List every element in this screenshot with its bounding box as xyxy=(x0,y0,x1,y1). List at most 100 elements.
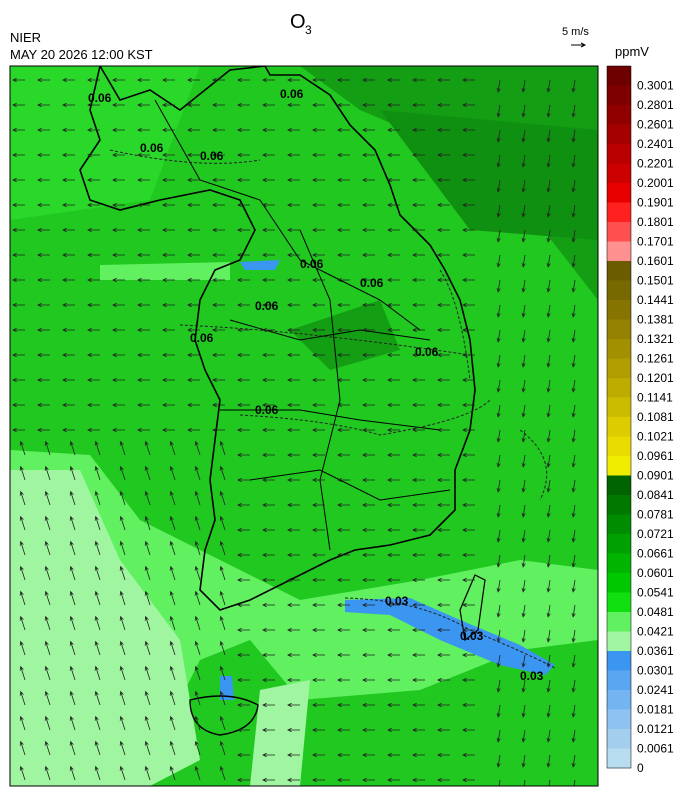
wind-arrow xyxy=(212,352,225,358)
wind-arrow xyxy=(162,177,175,183)
wind-arrow xyxy=(262,527,275,533)
colorbar-label: 0.1601 xyxy=(637,254,674,268)
wind-arrow xyxy=(462,652,475,658)
wind-arrow xyxy=(287,77,300,83)
colorbar-box xyxy=(607,124,631,145)
wind-arrow xyxy=(312,627,325,633)
wind-arrow xyxy=(112,302,125,308)
wind-arrow xyxy=(571,454,576,468)
wind-arrow xyxy=(69,515,76,531)
wind-arrow xyxy=(496,629,501,643)
wind-arrow xyxy=(387,527,400,533)
wind-arrow xyxy=(219,590,226,606)
wind-arrow xyxy=(521,254,526,268)
wind-arrow xyxy=(437,227,450,233)
wind-arrow xyxy=(412,702,425,708)
wind-arrow xyxy=(44,490,51,506)
colorbar-label: 0.0901 xyxy=(637,469,674,483)
wind-arrow xyxy=(571,654,576,668)
wind-arrow xyxy=(437,77,450,83)
wind-arrow xyxy=(94,540,101,556)
wind-arrow xyxy=(187,277,200,283)
wind-arrow xyxy=(112,377,125,383)
wind-arrow xyxy=(337,577,350,583)
wind-arrow xyxy=(387,627,400,633)
wind-arrow xyxy=(237,352,250,358)
wind-arrow xyxy=(462,302,475,308)
wind-arrow xyxy=(312,602,325,608)
wind-arrow xyxy=(362,177,375,183)
wind-arrow xyxy=(169,690,176,706)
wind-arrow xyxy=(144,615,151,631)
wind-arrow xyxy=(496,654,501,668)
wind-arrow xyxy=(237,277,250,283)
wind-arrow xyxy=(19,440,26,456)
wind-arrow xyxy=(546,79,551,93)
wind-arrow xyxy=(437,502,450,508)
colorbar-box xyxy=(607,222,631,242)
wind-arrow xyxy=(462,377,475,383)
colorbar-box xyxy=(607,397,631,418)
wind-arrow xyxy=(112,152,125,158)
wind-arrow xyxy=(462,552,475,558)
wind-arrow xyxy=(337,702,350,708)
wind-arrow xyxy=(237,577,250,583)
wind-arrow xyxy=(412,527,425,533)
wind-arrow xyxy=(362,327,375,333)
wind-arrow xyxy=(312,527,325,533)
wind-arrow xyxy=(262,352,275,358)
wind-arrow xyxy=(546,279,551,293)
wind-arrow xyxy=(287,152,300,158)
wind-arrow xyxy=(546,329,551,343)
wind-arrow xyxy=(462,627,475,633)
wind-arrow xyxy=(412,127,425,133)
colorbar-label: 0.0361 xyxy=(637,644,674,658)
wind-arrow xyxy=(496,379,501,393)
wind-arrow xyxy=(387,277,400,283)
wind-arrow xyxy=(571,379,576,393)
wind-arrow xyxy=(237,727,250,733)
wind-arrow xyxy=(262,577,275,583)
wind-arrow xyxy=(69,765,76,781)
wind-arrow xyxy=(212,402,225,408)
colorbar-label: 0.1321 xyxy=(637,332,674,346)
contour-label: 0.06 xyxy=(200,149,224,163)
wind-arrow xyxy=(387,777,400,783)
colorbar-label: 0.3001 xyxy=(637,79,674,93)
colorbar-label: 0.2001 xyxy=(637,176,674,190)
wind-arrow xyxy=(19,765,26,781)
wind-arrow xyxy=(462,752,475,758)
wind-arrow xyxy=(44,590,51,606)
wind-arrow xyxy=(387,352,400,358)
wind-arrow xyxy=(19,565,26,581)
wind-arrow xyxy=(212,252,225,258)
wind-arrow xyxy=(412,502,425,508)
datetime: MAY 20 2026 12:00 KST xyxy=(10,47,153,62)
colorbar-label: 0.2401 xyxy=(637,137,674,151)
wind-arrow xyxy=(262,702,275,708)
wind-arrow xyxy=(546,129,551,143)
wind-arrow xyxy=(571,404,576,418)
wind-arrow xyxy=(187,402,200,408)
colorbar-label: 0.1701 xyxy=(637,235,674,249)
wind-arrow xyxy=(496,104,501,118)
wind-arrow xyxy=(496,704,501,718)
wind-arrow xyxy=(496,179,501,193)
wind-arrow xyxy=(62,177,75,183)
wind-arrow xyxy=(387,327,400,333)
wind-arrow xyxy=(112,177,125,183)
wind-arrow xyxy=(571,104,576,118)
colorbar-box xyxy=(607,183,631,203)
wind-arrow xyxy=(312,727,325,733)
wind-arrow xyxy=(137,77,150,83)
wind-arrow xyxy=(12,352,25,358)
wind-arrow xyxy=(437,352,450,358)
wind-arrow xyxy=(169,590,176,606)
wind-arrow xyxy=(546,604,551,618)
wind-arrow xyxy=(262,202,275,208)
wind-arrow xyxy=(462,677,475,683)
wind-arrow xyxy=(144,665,151,681)
wind-arrow xyxy=(412,352,425,358)
wind-arrow xyxy=(337,152,350,158)
wind-arrow xyxy=(219,690,226,706)
